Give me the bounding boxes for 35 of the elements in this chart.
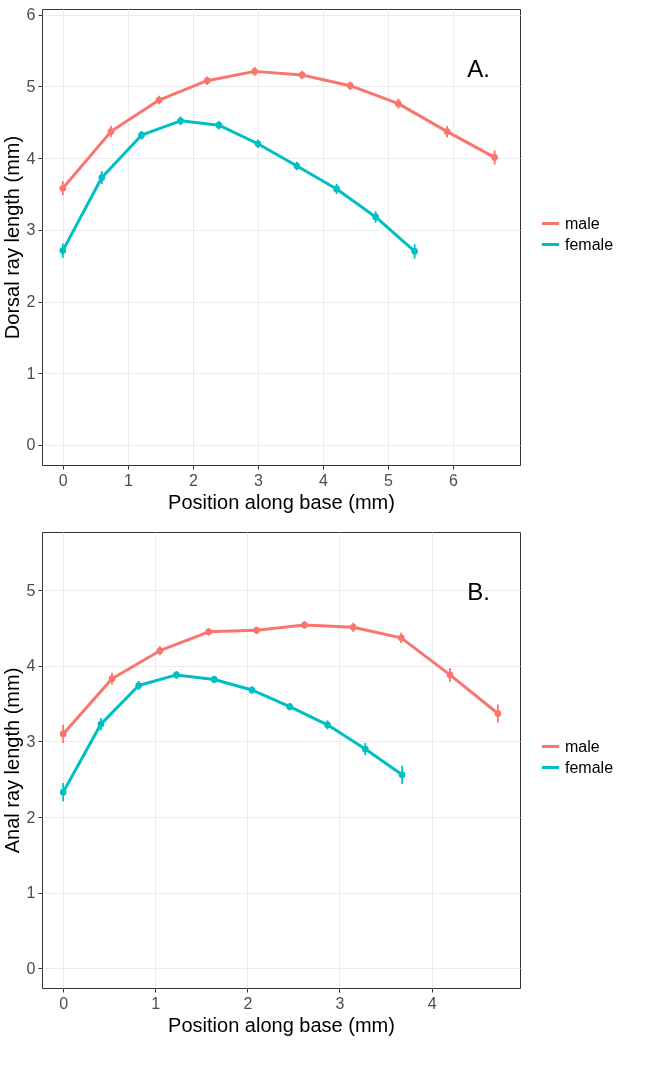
y-axis-title: Dorsal ray length (mm)	[0, 135, 23, 340]
x-tick-label: 5	[384, 471, 394, 489]
y-tick-label: 4	[26, 149, 36, 167]
y-tick-label: 4	[26, 657, 36, 675]
y-tick-label: 0	[26, 436, 36, 454]
legend-label: female	[565, 758, 614, 776]
x-tick-label: 6	[449, 471, 459, 489]
x-tick-label: 3	[335, 994, 345, 1012]
y-tick-label: 5	[26, 77, 36, 95]
y-axis-title: Anal ray length (mm)	[0, 667, 23, 854]
annotation: B.	[467, 578, 490, 605]
legend-label: female	[565, 235, 614, 253]
x-tick-label: 3	[253, 471, 263, 489]
x-axis-title: Position along base (mm)	[168, 490, 395, 513]
y-tick-label: 0	[26, 959, 36, 977]
x-tick-label: 1	[151, 994, 161, 1012]
y-tick-label: 5	[26, 581, 36, 599]
y-tick-label: 1	[26, 364, 36, 382]
y-tick-label: 1	[26, 884, 36, 902]
legend-label: male	[565, 737, 600, 755]
legend-label: male	[565, 214, 600, 232]
x-tick-label: 0	[59, 994, 69, 1012]
x-tick-label: 2	[188, 471, 198, 489]
annotation: A.	[467, 55, 490, 82]
y-tick-label: 2	[26, 293, 36, 311]
x-tick-label: 2	[243, 994, 253, 1012]
y-tick-label: 3	[26, 732, 36, 750]
x-tick-label: 1	[123, 471, 133, 489]
x-tick-label: 4	[427, 994, 437, 1012]
x-tick-label: 4	[318, 471, 328, 489]
y-tick-label: 2	[26, 808, 36, 826]
y-tick-label: 3	[26, 221, 36, 239]
x-tick-label: 0	[58, 471, 68, 489]
y-tick-label: 6	[26, 6, 36, 24]
x-axis-title: Position along base (mm)	[168, 1013, 395, 1036]
